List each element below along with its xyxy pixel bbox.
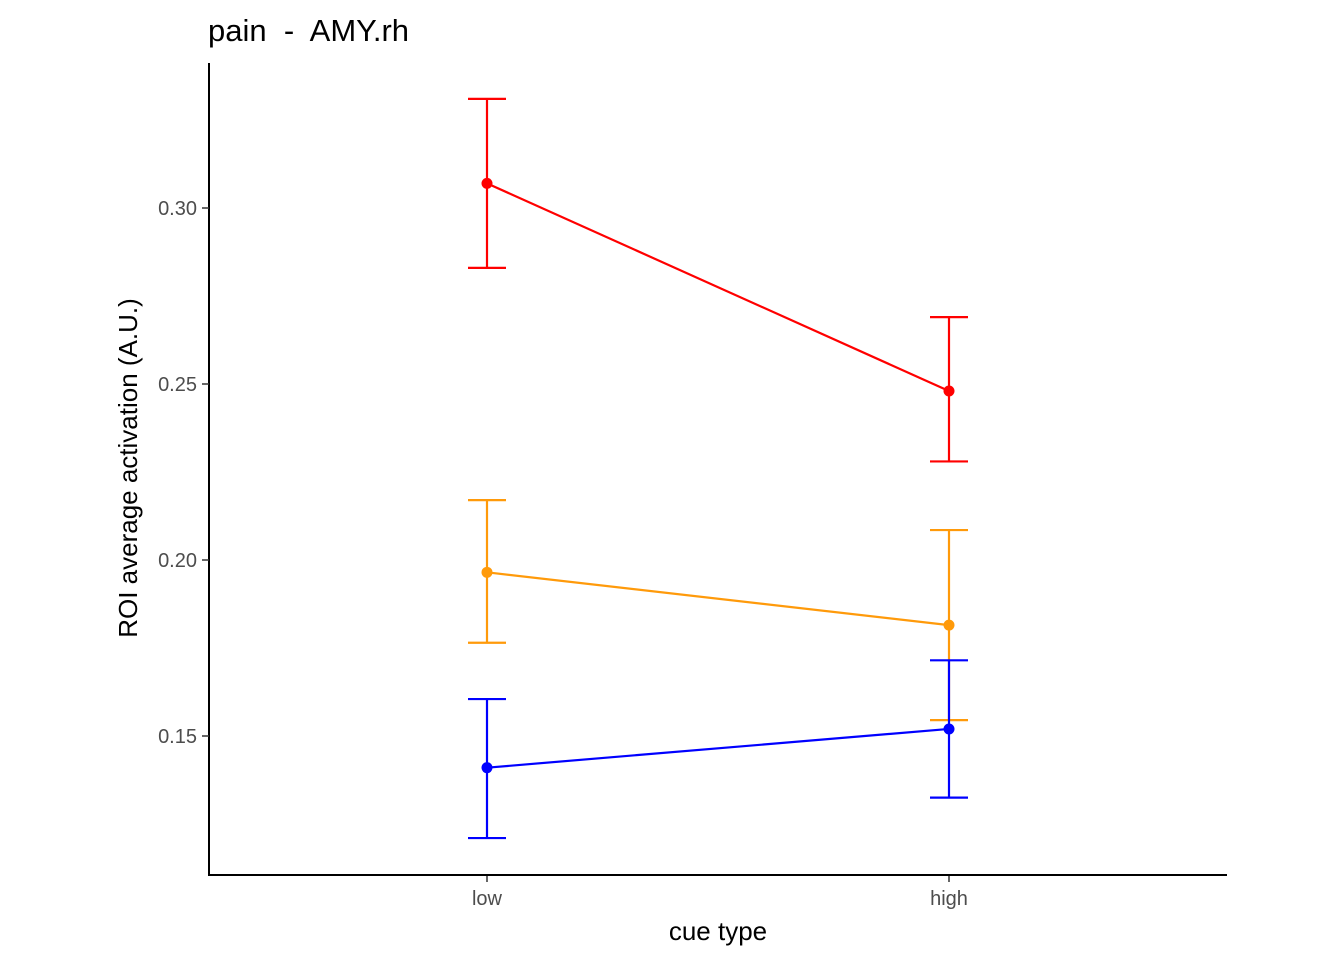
x-tick-label: low bbox=[472, 888, 503, 910]
axes bbox=[208, 63, 1227, 876]
y-tick-label: 0.20 bbox=[158, 550, 197, 572]
series-line bbox=[486, 182, 950, 393]
x-axis-label: cue type bbox=[669, 916, 767, 946]
data-point bbox=[481, 566, 493, 578]
series-1 bbox=[468, 97, 968, 463]
series-layer bbox=[468, 97, 968, 840]
series-3 bbox=[468, 659, 968, 840]
y-tick-label: 0.25 bbox=[158, 374, 197, 396]
series-2 bbox=[468, 499, 968, 722]
series-line bbox=[486, 571, 950, 627]
data-point bbox=[481, 177, 493, 189]
series-line bbox=[486, 727, 950, 769]
y-tick-label: 0.15 bbox=[158, 726, 197, 748]
x-tick-label: high bbox=[930, 888, 968, 910]
chart-title: pain - AMY.rh bbox=[208, 13, 409, 48]
data-point bbox=[943, 619, 955, 631]
x-ticks: low high bbox=[472, 876, 968, 910]
y-tick-label: 0.30 bbox=[158, 198, 197, 220]
y-axis-label: ROI average activation (A.U.) bbox=[113, 298, 143, 638]
data-point bbox=[481, 762, 493, 774]
y-ticks: 0.15 0.20 0.25 0.30 bbox=[158, 198, 209, 748]
data-point bbox=[943, 723, 955, 735]
data-point bbox=[943, 385, 955, 397]
